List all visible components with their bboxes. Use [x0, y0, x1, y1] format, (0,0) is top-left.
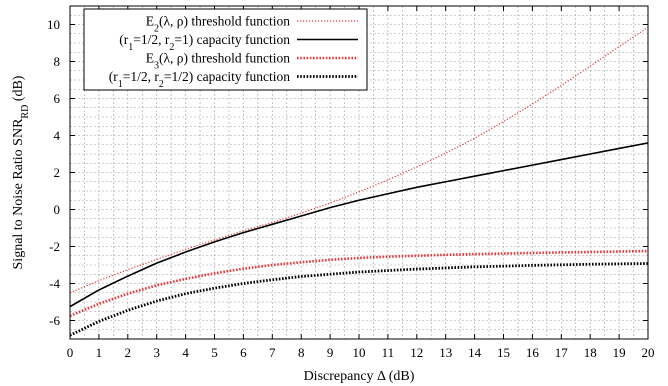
series-capacity-r2-1: [69, 142, 649, 308]
legend-entry-e2: E2(λ, ρ) threshold function: [146, 14, 291, 35]
x-tick-label: 13: [439, 345, 452, 360]
x-tick-label: 15: [497, 345, 510, 360]
x-tick-label: 6: [240, 345, 247, 360]
x-tick-label: 12: [410, 345, 423, 360]
x-tick-label: 2: [125, 345, 132, 360]
x-tick-label: 18: [584, 345, 597, 360]
x-tick-label: 5: [211, 345, 218, 360]
axis-ticks: 0 1 2 3 4 5 6 7 8 9 10 11 12 13 14 15 16 17 18 19 20-6-4-202…: [47, 6, 655, 360]
x-tick-label: 10: [353, 345, 366, 360]
y-tick-label: 8: [54, 54, 61, 69]
legend-entry-capacity-r2-half: (r1=1/2, r2=1/2) capacity function: [109, 69, 290, 90]
grid: [70, 6, 648, 339]
series-capacity-r2-half: [69, 262, 649, 337]
legend-samples: [297, 20, 358, 78]
y-axis-label: Signal to Noise Ratio SNRRD (dB): [11, 75, 31, 269]
y-tick-label: -4: [49, 276, 60, 291]
y-tick-label: 10: [47, 17, 60, 32]
x-tick-label: 8: [298, 345, 305, 360]
series-e2-threshold: [69, 26, 649, 294]
x-tick-label: 14: [468, 345, 482, 360]
x-tick-label: 0: [67, 345, 74, 360]
x-tick-label: 9: [327, 345, 334, 360]
y-tick-label: 0: [54, 202, 61, 217]
x-tick-label: 11: [382, 345, 395, 360]
x-tick-label: 19: [613, 345, 626, 360]
x-tick-label: 1: [96, 345, 103, 360]
x-axis-label: Discrepancy Δ (dB): [304, 369, 415, 384]
x-tick-label: 16: [526, 345, 540, 360]
legend-entry-e3: E3(λ, ρ) threshold function: [146, 51, 291, 72]
y-tick-label: 2: [54, 165, 61, 180]
y-tick-label: -6: [49, 313, 60, 328]
y-tick-label: 4: [54, 128, 61, 143]
plot-lines: [69, 26, 649, 337]
y-tick-label: -2: [49, 239, 60, 254]
x-tick-label: 3: [153, 345, 160, 360]
legend-entry-capacity-r2-1: (r1=1/2, r2=1) capacity function: [119, 32, 290, 53]
x-tick-label: 20: [642, 345, 655, 360]
x-tick-label: 4: [182, 345, 189, 360]
y-tick-label: 6: [54, 91, 61, 106]
legend: E2(λ, ρ) threshold function (r1=1/2, r2=…: [83, 8, 368, 91]
x-tick-label: 17: [555, 345, 569, 360]
x-tick-label: 7: [269, 345, 276, 360]
